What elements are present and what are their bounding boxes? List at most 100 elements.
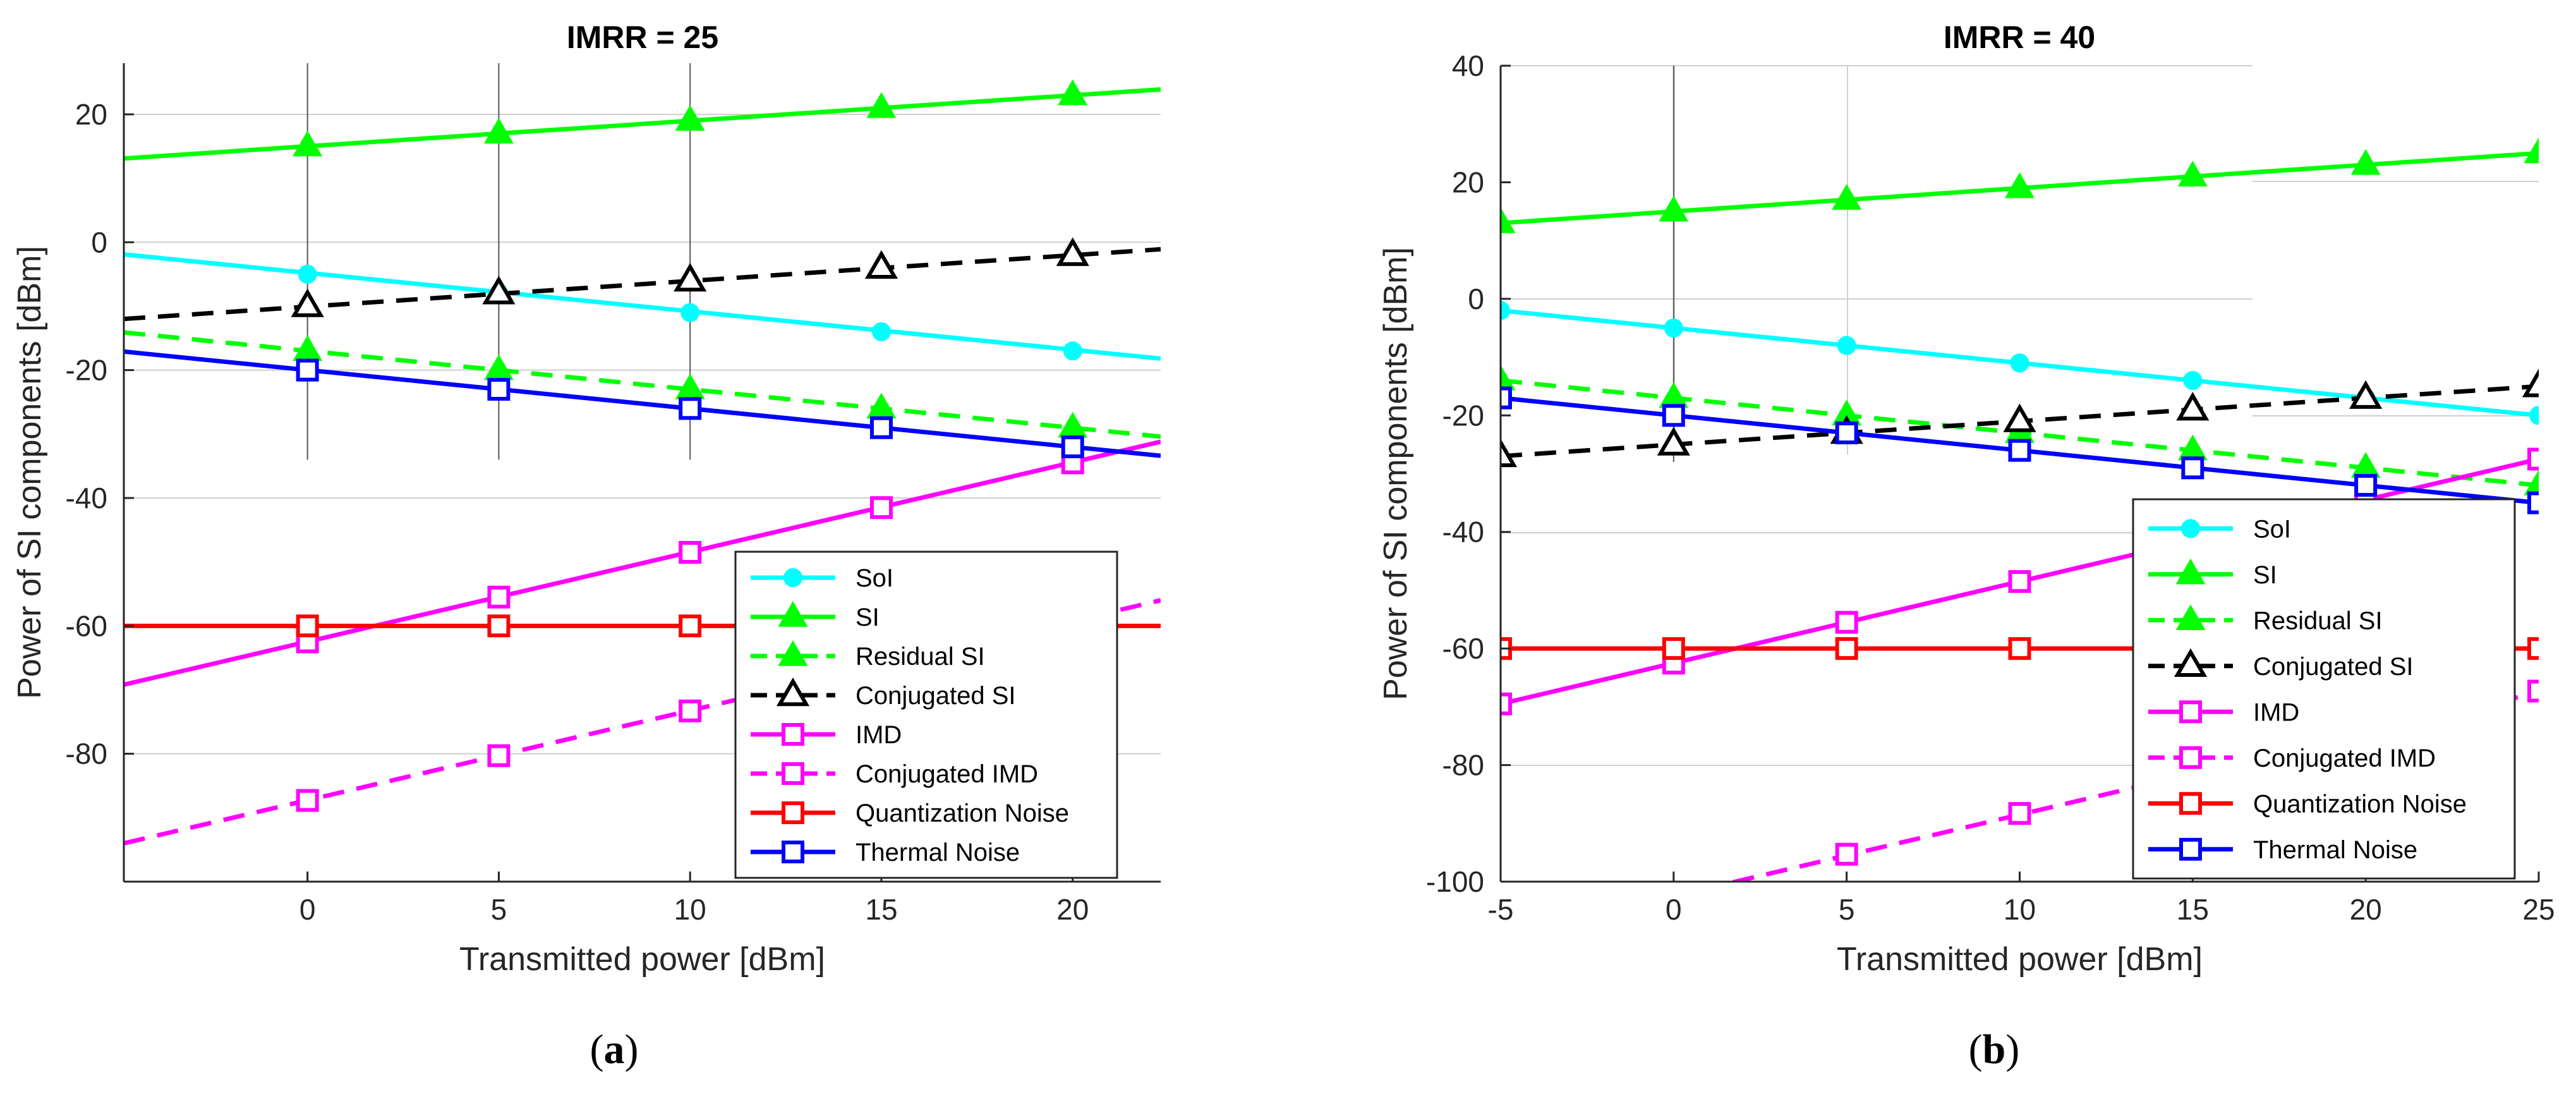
data-point-imd <box>679 540 702 564</box>
y-tick-label: -40 <box>1442 516 1484 549</box>
data-point-si <box>1058 79 1088 106</box>
data-point-soi <box>2010 353 2029 373</box>
data-point-soi <box>1664 318 1683 337</box>
legend-marker <box>2181 519 2200 538</box>
data-point-residual-si <box>2524 469 2539 495</box>
legend-entry-soi: SoI <box>751 564 893 592</box>
data-point-imd <box>487 585 511 609</box>
series-line-soi <box>124 252 1161 361</box>
data-point-si <box>1832 184 1862 210</box>
data-point-conjugated-imd <box>296 789 319 812</box>
data-point-thermal-noise <box>1061 435 1084 459</box>
legend-marker <box>782 762 804 785</box>
legend-marker <box>782 841 804 863</box>
data-point-soi <box>2183 370 2203 390</box>
legend-entry-residual-si: Residual SI <box>2148 604 2383 635</box>
data-point-thermal-noise <box>679 397 702 420</box>
data-point-si <box>2005 172 2035 198</box>
data-point-imd <box>1501 692 1512 715</box>
y-tick-label: -100 <box>1426 865 1484 898</box>
y-tick-label: 0 <box>91 226 107 258</box>
series-markers-conjugated-si <box>291 237 1089 317</box>
y-tick-label: -20 <box>66 354 107 387</box>
legend-marker <box>782 801 804 824</box>
legend-label: Quantization Noise <box>2253 790 2467 818</box>
data-point-conjugated-si <box>864 250 898 279</box>
chart-panel-b: -5 0 5 10 15 20 25 -100 -80 -60 -40 -20 0 20 40 Transmi… <box>1377 20 2555 978</box>
legend-entry-conjugated-si: Conjugated SI <box>2148 648 2414 681</box>
legend-marker <box>778 640 808 666</box>
data-point-quantization-noise <box>487 614 511 638</box>
data-point-quantization-noise <box>1662 637 1685 660</box>
legend-marker <box>2174 648 2208 678</box>
legend-entry-conjugated-imd: Conjugated IMD <box>751 760 1038 788</box>
legend-label: Thermal Noise <box>856 839 1020 866</box>
x-tick-label: 15 <box>865 893 897 926</box>
series-markers-thermal-noise <box>296 358 1084 459</box>
data-point-soi <box>298 264 317 284</box>
data-point-imd <box>869 496 893 520</box>
data-point-thermal-noise <box>1835 421 1858 444</box>
y-tick-label: -40 <box>66 482 107 514</box>
data-point-conjugated-si <box>674 262 707 292</box>
legend-marker <box>2179 746 2202 769</box>
series-markers-si <box>293 79 1088 157</box>
x-tick-label: 10 <box>2004 893 2036 926</box>
y-axis-label-a: Power of SI components [dBm] <box>11 246 48 699</box>
data-point-thermal-noise <box>2354 473 2378 497</box>
x-tick-label: 0 <box>299 893 316 926</box>
x-tick-label: 5 <box>1839 893 1855 926</box>
data-point-imd <box>1835 611 1858 634</box>
y-tick-label: -60 <box>66 609 107 642</box>
legend-entry-quantization-noise: Quantization Noise <box>2148 790 2467 818</box>
data-point-si <box>293 130 323 157</box>
plot-area-a <box>124 79 1161 846</box>
data-point-si <box>2177 161 2208 187</box>
legend-entry-conjugated-imd: Conjugated IMD <box>2148 745 2436 772</box>
x-axis-label-b: Transmitted power [dBm] <box>1837 941 2203 978</box>
data-point-residual-si <box>1659 382 1689 408</box>
legend-label: IMD <box>2253 698 2299 726</box>
legend-label: SoI <box>856 564 893 592</box>
legend-marker <box>778 600 808 627</box>
x-tick-label: 20 <box>2350 893 2382 926</box>
grid-b <box>1501 65 2539 766</box>
x-tick-label: 20 <box>1056 893 1089 926</box>
legend-entry-conjugated-si: Conjugated SI <box>751 677 1016 710</box>
data-point-conjugated-si <box>2349 380 2383 409</box>
series-line-thermal-noise <box>124 349 1161 458</box>
data-point-conjugated-imd <box>679 699 702 722</box>
data-point-quantization-noise <box>2527 637 2539 660</box>
data-point-si <box>1501 207 1516 233</box>
x-tick-label: 25 <box>2522 893 2555 926</box>
legend-entry-thermal-noise: Thermal Noise <box>751 839 1020 866</box>
legend-label: Residual SI <box>856 643 985 671</box>
caption-b-letter: b <box>1983 1026 2006 1073</box>
chart-panel-a: 0 5 10 15 20 -80 -60 -40 -20 0 20 Transmitted power… <box>11 20 1161 978</box>
data-point-conjugated-si <box>1501 438 1518 468</box>
legend-marker <box>2179 837 2202 861</box>
y-tick-label: 20 <box>1452 166 1484 198</box>
legend-label: IMD <box>856 721 902 749</box>
data-point-thermal-noise <box>1662 404 1685 427</box>
series-markers-thermal-noise <box>1501 386 2539 514</box>
legend-label: Conjugated IMD <box>856 760 1038 788</box>
caption-a: (a) <box>590 1026 639 1073</box>
data-point-thermal-noise <box>1501 386 1512 410</box>
data-point-soi <box>2529 406 2539 425</box>
data-point-si <box>2524 137 2539 164</box>
data-point-soi <box>1837 336 1856 355</box>
data-point-quantization-noise <box>1835 637 1858 660</box>
y-axis-label-b: Power of SI components [dBm] <box>1377 247 1414 700</box>
data-point-conjugated-imd <box>487 744 511 767</box>
data-point-conjugated-imd <box>1491 928 1510 947</box>
legend-box <box>734 550 1118 879</box>
caption-a-letter: a <box>604 1026 625 1073</box>
x-tick-label: 15 <box>2177 893 2209 926</box>
legend-entry-imd: IMD <box>2148 698 2299 726</box>
legend-label: SoI <box>2253 515 2291 543</box>
data-point-soi <box>871 322 891 341</box>
data-point-si <box>483 118 514 144</box>
legend-label: SI <box>2253 561 2277 589</box>
